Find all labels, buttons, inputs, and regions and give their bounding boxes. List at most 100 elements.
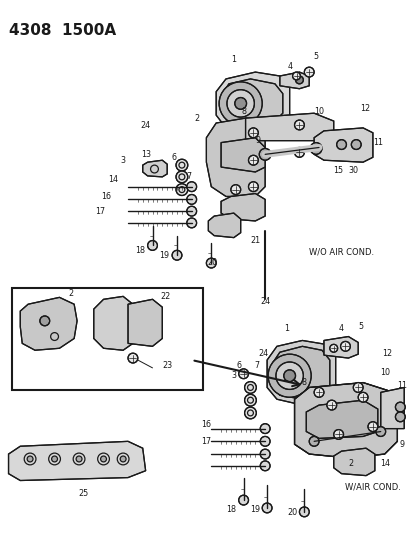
Circle shape (248, 155, 258, 165)
Circle shape (357, 392, 367, 402)
Text: 8: 8 (240, 107, 245, 116)
Text: 24: 24 (259, 297, 270, 306)
Circle shape (260, 424, 269, 433)
Polygon shape (380, 387, 403, 429)
Text: 4308  1500A: 4308 1500A (9, 23, 115, 38)
Text: 8: 8 (301, 378, 306, 387)
Text: 7: 7 (186, 172, 191, 181)
Circle shape (147, 240, 157, 251)
Circle shape (326, 400, 336, 410)
Circle shape (176, 184, 188, 196)
Circle shape (295, 122, 303, 130)
Circle shape (244, 394, 256, 406)
Circle shape (394, 402, 404, 412)
Text: 20: 20 (206, 257, 217, 266)
Text: 2: 2 (69, 289, 74, 298)
Circle shape (218, 82, 261, 125)
Circle shape (367, 422, 377, 432)
Text: 12: 12 (382, 349, 392, 358)
Circle shape (128, 353, 138, 363)
Circle shape (230, 185, 240, 195)
Text: 5: 5 (313, 52, 318, 61)
Polygon shape (216, 72, 289, 135)
Circle shape (295, 76, 303, 84)
Text: 1: 1 (231, 55, 236, 64)
Text: 11: 11 (372, 138, 382, 147)
Text: 12: 12 (359, 104, 369, 113)
Text: 17: 17 (95, 207, 105, 216)
Text: 25: 25 (78, 489, 89, 498)
Polygon shape (221, 138, 264, 172)
Bar (12, 288, 203, 390)
Circle shape (186, 182, 196, 191)
Circle shape (244, 382, 256, 393)
Polygon shape (142, 160, 167, 177)
Text: W/AIR COND.: W/AIR COND. (344, 483, 400, 492)
Text: 10: 10 (313, 107, 323, 116)
Polygon shape (245, 113, 333, 141)
Text: 17: 17 (201, 437, 211, 446)
Text: 4: 4 (287, 62, 292, 71)
Circle shape (27, 456, 33, 462)
Text: 19: 19 (250, 505, 260, 514)
Polygon shape (128, 300, 162, 346)
Polygon shape (9, 441, 145, 481)
Circle shape (248, 128, 258, 138)
Text: 19: 19 (159, 251, 169, 260)
Circle shape (292, 72, 300, 80)
Text: 23: 23 (162, 361, 172, 370)
Circle shape (294, 120, 304, 130)
Polygon shape (313, 128, 372, 162)
Circle shape (260, 461, 269, 471)
Text: 22: 22 (160, 292, 170, 301)
Circle shape (176, 171, 188, 183)
Text: 11: 11 (396, 381, 406, 390)
Circle shape (176, 159, 188, 171)
Text: 10: 10 (379, 368, 389, 377)
Text: 24: 24 (140, 122, 150, 131)
Circle shape (186, 195, 196, 204)
Polygon shape (221, 79, 282, 125)
Text: W/O AIR COND.: W/O AIR COND. (309, 248, 373, 257)
Circle shape (52, 456, 57, 462)
Circle shape (375, 426, 385, 437)
Text: 2: 2 (194, 114, 199, 123)
Text: 18: 18 (225, 505, 235, 514)
Circle shape (268, 354, 311, 397)
Text: 14: 14 (379, 459, 389, 469)
Circle shape (261, 503, 271, 513)
Circle shape (299, 507, 309, 517)
Circle shape (226, 90, 254, 117)
Text: 9: 9 (255, 136, 260, 145)
Circle shape (40, 316, 50, 326)
Polygon shape (294, 383, 396, 458)
Circle shape (76, 456, 82, 462)
Circle shape (275, 362, 303, 390)
Circle shape (309, 143, 321, 155)
Text: 20: 20 (287, 508, 297, 518)
Circle shape (248, 182, 258, 191)
Text: 2: 2 (348, 459, 353, 469)
Text: 3: 3 (231, 371, 236, 380)
Text: 18: 18 (135, 246, 145, 255)
Circle shape (351, 140, 360, 149)
Text: 5: 5 (358, 322, 363, 331)
Circle shape (206, 258, 216, 268)
Circle shape (260, 449, 269, 459)
Text: 7: 7 (254, 361, 259, 370)
Text: 16: 16 (201, 420, 211, 429)
Text: 4: 4 (338, 324, 343, 333)
Circle shape (283, 370, 295, 382)
Circle shape (333, 430, 343, 439)
Circle shape (259, 149, 271, 160)
Text: 6: 6 (171, 153, 176, 162)
Circle shape (394, 412, 404, 422)
Polygon shape (279, 118, 309, 133)
Polygon shape (208, 213, 240, 238)
Polygon shape (221, 193, 264, 221)
Circle shape (336, 140, 346, 149)
Polygon shape (266, 341, 335, 405)
Text: 24: 24 (258, 349, 268, 358)
Text: 1: 1 (283, 324, 289, 333)
Polygon shape (206, 118, 264, 197)
